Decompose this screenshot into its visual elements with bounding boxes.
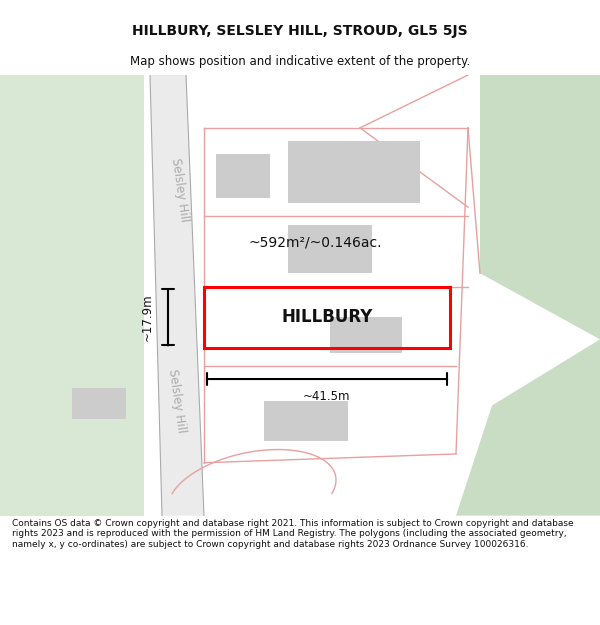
Bar: [288, 225, 372, 273]
Text: Map shows position and indicative extent of the property.: Map shows position and indicative extent…: [130, 55, 470, 68]
Polygon shape: [162, 75, 600, 516]
Polygon shape: [150, 75, 204, 516]
Polygon shape: [0, 75, 144, 516]
Text: Contains OS data © Crown copyright and database right 2021. This information is : Contains OS data © Crown copyright and d…: [12, 519, 574, 549]
Bar: [216, 154, 270, 198]
Polygon shape: [60, 296, 144, 361]
Text: HILLBURY: HILLBURY: [281, 308, 373, 326]
Text: HILLBURY, SELSLEY HILL, STROUD, GL5 5JS: HILLBURY, SELSLEY HILL, STROUD, GL5 5JS: [132, 24, 468, 38]
Polygon shape: [480, 75, 600, 339]
Bar: [330, 318, 402, 352]
Bar: [288, 141, 420, 202]
Text: Selsley Hill: Selsley Hill: [166, 368, 188, 434]
Text: Selsley Hill: Selsley Hill: [169, 157, 191, 222]
Text: ~17.9m: ~17.9m: [140, 294, 154, 341]
Bar: [204, 286, 450, 348]
Bar: [72, 388, 126, 419]
Text: ~41.5m: ~41.5m: [303, 390, 351, 403]
Bar: [264, 401, 348, 441]
Text: ~592m²/~0.146ac.: ~592m²/~0.146ac.: [248, 236, 382, 249]
Polygon shape: [456, 339, 600, 516]
